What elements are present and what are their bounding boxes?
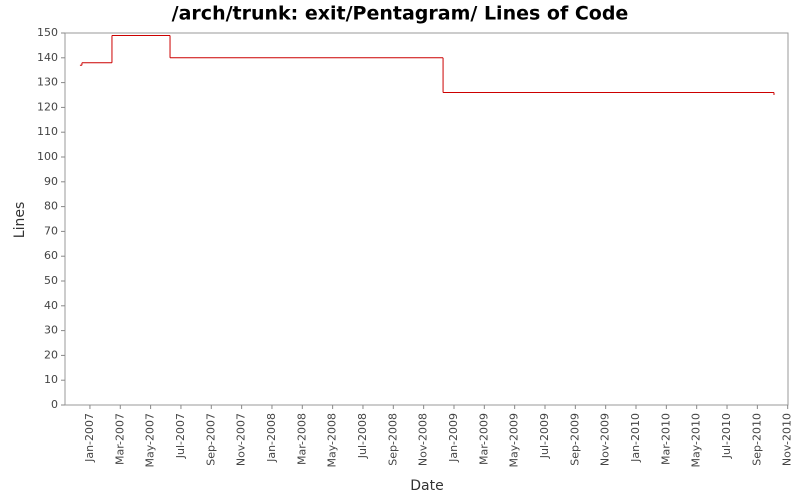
x-tick-label: Jan-2010 (629, 413, 642, 463)
y-tick-label: 70 (44, 224, 58, 237)
y-tick-label: 130 (37, 76, 58, 89)
y-tick-label: 60 (44, 249, 58, 262)
x-tick-label: May-2009 (508, 413, 521, 468)
y-tick-label: 80 (44, 200, 58, 213)
x-axis-label: Date (410, 478, 443, 494)
x-tick-label: Jan-2009 (447, 413, 460, 463)
x-tick-label: Jul-2007 (174, 413, 187, 459)
x-tick-label: May-2007 (144, 413, 157, 468)
y-tick-label: 10 (44, 373, 58, 386)
x-tick-label: Mar-2009 (477, 413, 490, 465)
y-axis-label: Lines (12, 202, 28, 238)
x-tick-label: Nov-2007 (235, 413, 248, 466)
x-tick-label: Mar-2010 (659, 413, 672, 465)
x-tick-label: Mar-2008 (295, 413, 308, 465)
x-tick-label: Jul-2009 (538, 413, 551, 459)
y-tick-label: 150 (37, 26, 58, 39)
x-tick-label: Jan-2008 (265, 413, 278, 463)
y-tick-label: 90 (44, 175, 58, 188)
x-tick-label: Mar-2007 (113, 413, 126, 465)
y-tick-label: 140 (37, 51, 58, 64)
chart-title: /arch/trunk: exit/Pentagram/ Lines of Co… (172, 3, 629, 25)
x-tick-label: Sep-2010 (750, 413, 763, 466)
x-tick-label: Sep-2009 (568, 413, 581, 466)
y-tick-label: 120 (37, 100, 58, 113)
x-tick-label: Sep-2008 (386, 413, 399, 466)
y-tick-label: 50 (44, 274, 58, 287)
x-tick-label: Jul-2010 (720, 413, 733, 459)
y-tick-label: 20 (44, 348, 58, 361)
y-tick-label: 0 (51, 398, 58, 411)
plot-area (64, 32, 789, 406)
x-tick-label: May-2008 (326, 413, 339, 468)
x-tick-label: Jul-2008 (356, 413, 369, 459)
x-tick-label: Nov-2008 (417, 413, 430, 466)
x-tick-label: Jan-2007 (83, 413, 96, 463)
y-tick-label: 100 (37, 150, 58, 163)
y-tick-label: 30 (44, 324, 58, 337)
x-tick-label: May-2010 (690, 413, 703, 468)
x-tick-label: Nov-2009 (599, 413, 612, 466)
x-tick-label: Nov-2010 (781, 413, 794, 466)
x-tick-label: Sep-2007 (204, 413, 217, 466)
y-tick-label: 40 (44, 299, 58, 312)
y-tick-label: 110 (37, 125, 58, 138)
